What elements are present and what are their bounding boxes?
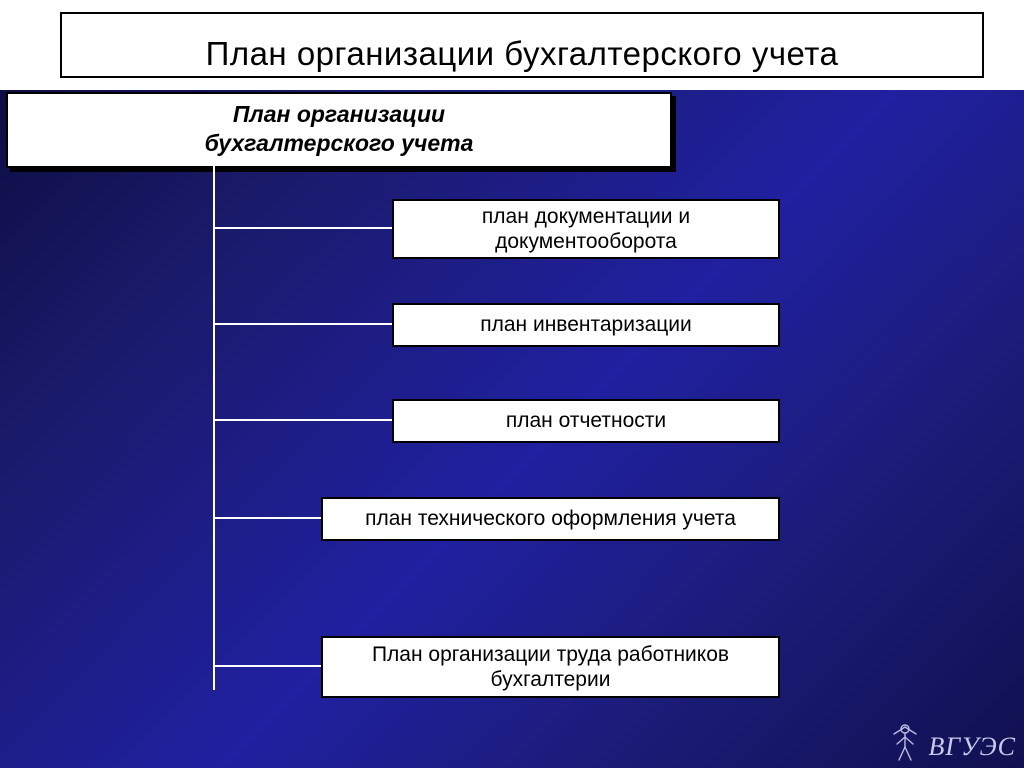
diagram-item: План организации труда работников бухгал… bbox=[321, 636, 780, 698]
connector-stub bbox=[213, 323, 392, 325]
diagram-item: план технического оформления учета bbox=[321, 497, 780, 541]
diagram-item-label: план отчетности bbox=[506, 408, 666, 433]
logo: ВГУЭС bbox=[888, 722, 1016, 762]
diagram-item-label: план инвентаризации bbox=[480, 312, 692, 337]
diagram-item: план инвентаризации bbox=[392, 303, 780, 347]
diagram-item-label: план технического оформления учета bbox=[365, 506, 736, 531]
slide-title: План организации бухгалтерского учета bbox=[206, 35, 839, 73]
logo-text: ВГУЭС bbox=[928, 732, 1016, 762]
connector-vertical bbox=[213, 160, 215, 690]
diagram-header-line2: бухгалтерского учета bbox=[16, 129, 662, 158]
diagram-item: план документации и документооборота bbox=[392, 199, 780, 259]
connector-stub bbox=[213, 517, 321, 519]
slide-title-frame: План организации бухгалтерского учета bbox=[60, 12, 984, 78]
diagram-header-line1: План организации bbox=[16, 100, 662, 129]
diagram-header: План организации бухгалтерского учета bbox=[6, 92, 672, 168]
diagram-item: план отчетности bbox=[392, 399, 780, 443]
connector-stub bbox=[213, 665, 321, 667]
diagram-item-label: План организации труда работников бухгал… bbox=[333, 642, 768, 692]
diagram-item-label: план документации и документооборота bbox=[404, 204, 768, 254]
connector-stub bbox=[213, 419, 392, 421]
connector-stub bbox=[213, 227, 392, 229]
logo-figure-icon bbox=[888, 722, 922, 762]
